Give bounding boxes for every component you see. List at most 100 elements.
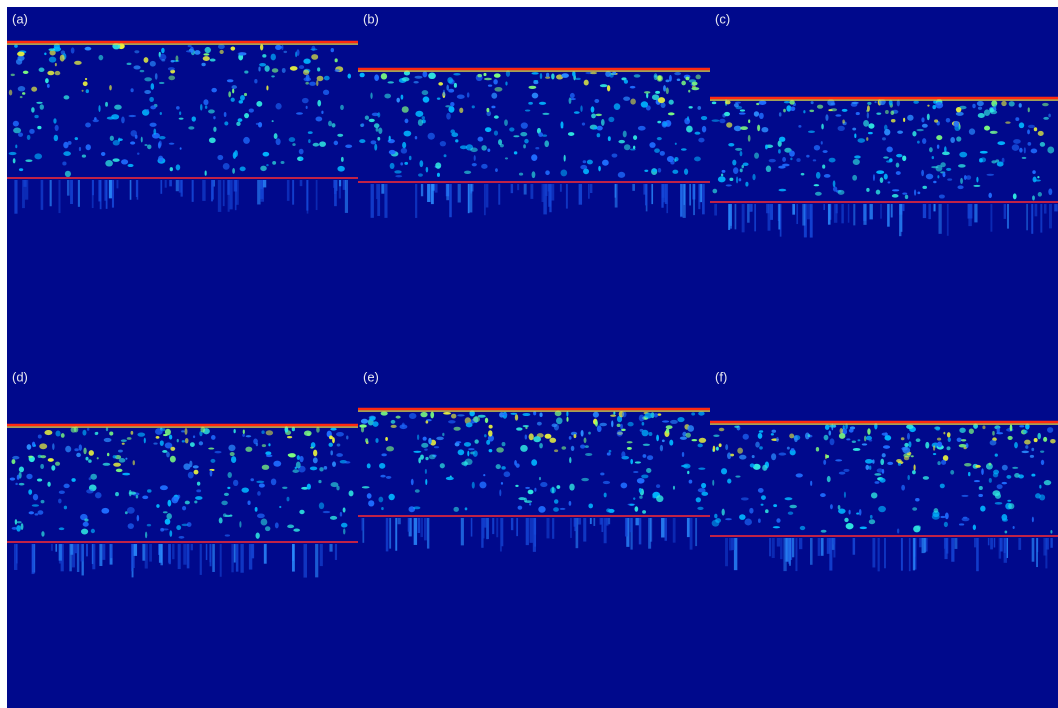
streak <box>516 518 519 537</box>
streak <box>168 544 171 565</box>
speckle <box>112 158 120 162</box>
streak <box>129 180 132 200</box>
speckle <box>243 92 248 97</box>
speckle <box>48 56 57 63</box>
speckle <box>872 459 875 464</box>
speckle <box>953 120 960 128</box>
speckle <box>275 138 281 146</box>
speckle <box>494 86 503 92</box>
speckle <box>330 482 339 488</box>
speckle <box>633 135 638 140</box>
speckle <box>283 50 288 54</box>
streak <box>559 184 562 192</box>
speckle <box>1039 141 1046 147</box>
speckle <box>265 430 274 436</box>
speckle <box>209 469 213 477</box>
speckle <box>518 172 524 176</box>
speckle <box>1027 107 1030 113</box>
speckle <box>825 114 829 121</box>
speckle <box>479 481 487 489</box>
speckle <box>394 170 402 174</box>
speckle <box>715 446 719 451</box>
streak <box>108 180 113 199</box>
speckle <box>292 143 296 146</box>
speckle <box>203 53 210 56</box>
speckle <box>303 69 310 76</box>
speckle <box>912 470 916 475</box>
speckle <box>306 483 311 490</box>
streak <box>209 544 212 567</box>
streak <box>306 180 309 211</box>
speckle <box>219 49 224 55</box>
speckle <box>771 429 777 433</box>
speckle <box>40 463 45 470</box>
speckle <box>381 506 384 511</box>
speckle <box>109 431 114 436</box>
speckle <box>942 455 949 461</box>
speckle <box>981 468 984 475</box>
speckle <box>493 79 498 85</box>
speckle <box>765 144 768 150</box>
streak <box>58 180 61 214</box>
streak <box>789 538 791 566</box>
streak <box>826 538 831 554</box>
speckle <box>568 501 572 506</box>
speckle <box>243 136 250 144</box>
speckle <box>448 420 456 424</box>
speckle <box>198 441 204 446</box>
speckle <box>296 112 303 115</box>
speckle <box>869 514 873 519</box>
speckle <box>829 438 835 446</box>
speckle <box>896 153 903 158</box>
speckle <box>330 450 333 456</box>
speckle <box>583 437 587 444</box>
speckle <box>1040 459 1045 466</box>
speckle <box>979 158 983 163</box>
speckle <box>523 144 526 149</box>
speckle <box>655 90 661 94</box>
speckle <box>510 412 518 415</box>
streak <box>427 184 431 202</box>
speckle <box>790 448 795 451</box>
speckle <box>616 430 623 437</box>
streak <box>385 518 389 552</box>
speckle <box>438 82 444 86</box>
streak <box>662 184 667 203</box>
speckle <box>1029 454 1035 458</box>
speckle <box>789 433 795 439</box>
speckle <box>515 484 519 488</box>
streak <box>741 204 745 233</box>
streak <box>578 184 583 205</box>
streak <box>395 518 398 551</box>
speckle <box>400 94 404 100</box>
streak <box>530 184 534 199</box>
streak <box>853 204 856 226</box>
speckle <box>208 447 215 450</box>
speckle <box>271 120 274 123</box>
speckle <box>224 121 229 126</box>
speckle <box>175 164 181 171</box>
streak <box>1048 204 1052 229</box>
speckle <box>776 518 781 523</box>
speckle <box>137 432 146 437</box>
speckle <box>298 465 306 473</box>
speckle <box>733 125 742 132</box>
speckle <box>712 479 715 486</box>
speckle <box>698 137 705 143</box>
speckle <box>538 132 544 137</box>
speckle <box>161 58 166 62</box>
speckle <box>848 509 851 515</box>
speckle <box>725 518 732 521</box>
speckle <box>114 104 122 110</box>
speckle <box>820 141 823 145</box>
speckle <box>59 54 65 62</box>
speckle <box>471 105 475 109</box>
speckle <box>51 465 56 471</box>
streak <box>381 184 385 194</box>
speckle <box>685 76 690 81</box>
scan-panel: (b) <box>358 11 710 218</box>
streak <box>729 204 732 229</box>
speckle <box>937 441 943 448</box>
speckle <box>330 48 335 53</box>
speckle <box>770 433 774 436</box>
